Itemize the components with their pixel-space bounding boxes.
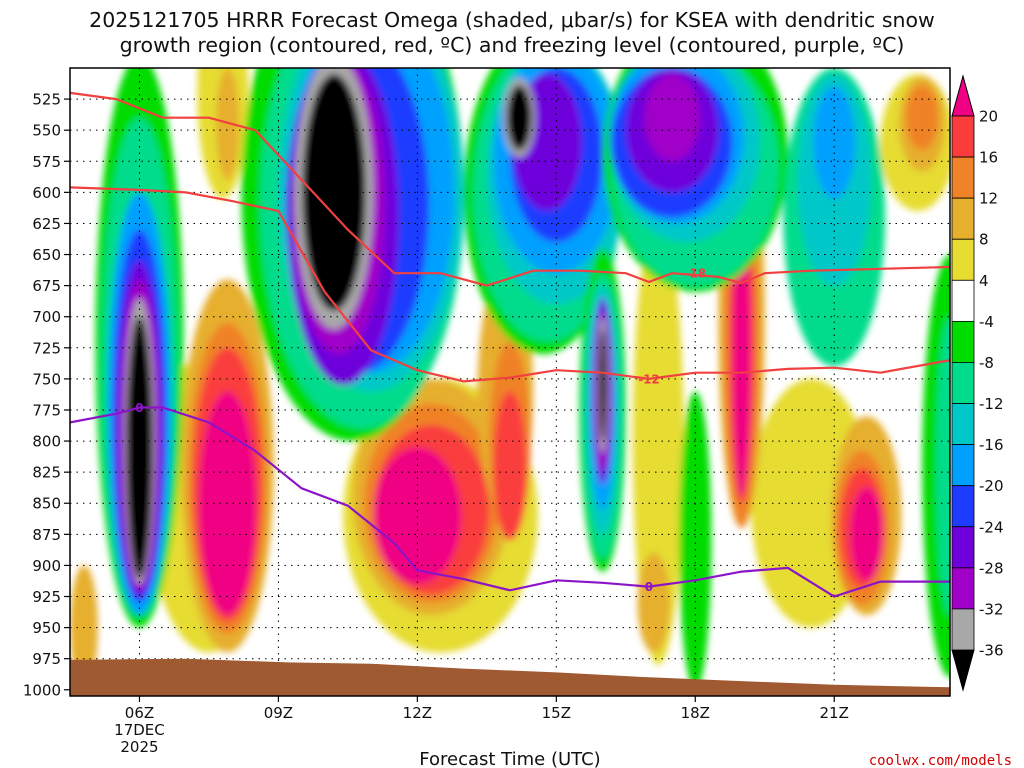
y-tick-label: 750 [32, 370, 61, 388]
pressure-axis: 525 550 575 600 625 650 675 700 725 750 775 800 825 8… [23, 91, 70, 699]
colorbar-label: -36 [979, 642, 1004, 660]
y-tick-label: 675 [32, 277, 61, 295]
freezing-level-line [70, 406, 950, 598]
omega-shade-cell [302, 74, 366, 311]
y-tick-label: 550 [32, 122, 61, 140]
x-tick-label: 06Z [125, 704, 154, 722]
colorbar-cell [951, 608, 975, 651]
y-tick-label: 925 [32, 588, 61, 606]
omega-shade-cell [637, 553, 670, 653]
freezing-level-label-right: 0 [645, 580, 653, 594]
colorbar-cell [951, 567, 975, 610]
colorbar-label: -16 [979, 436, 1004, 454]
colorbar-cell [951, 320, 975, 363]
colorbar-label: -12 [979, 395, 1004, 413]
freezing-level-label-right-text: 0 [645, 580, 653, 594]
colorbar-label: 4 [979, 272, 989, 290]
omega-shade-cell [507, 85, 532, 150]
y-tick-label: 800 [32, 433, 61, 451]
x-tick-label: 18Z [681, 704, 710, 722]
x-tick-date: 17DEC [114, 721, 165, 739]
colorbar-cell [951, 362, 975, 404]
y-tick-label: 525 [32, 91, 61, 109]
omega-shade-cell [198, 391, 257, 616]
colorbar-cell [951, 526, 975, 569]
colorbar-cell [951, 197, 975, 240]
y-tick-label: 950 [32, 619, 61, 637]
contour-lines: -18 -12 0 0 [70, 91, 950, 598]
omega-shade-cell [849, 487, 884, 582]
colorbar-label: 8 [979, 231, 989, 249]
omega-shade-cell [373, 447, 462, 585]
y-tick-label: 600 [32, 184, 61, 202]
colorbar-label: -4 [979, 313, 994, 331]
colorbar-cell-bottom [951, 649, 975, 692]
title-line-1: 2025121705 HRRR Forecast Omega (shaded, … [89, 8, 935, 32]
colorbar-label: -28 [979, 559, 1004, 577]
dendritic-contour-label-upper: -18 [684, 267, 706, 281]
colorbar-cell [951, 444, 975, 487]
colorbar-cell [951, 403, 975, 446]
colorbar-label: -20 [979, 477, 1004, 495]
plot-frame [69, 67, 951, 697]
colorbar: 20 16 12 8 4 -4 -8 -12 -16 -20 -24 -28 -32 -36 [951, 74, 1004, 692]
colorbar-cell [951, 238, 975, 281]
x-tick-label: 15Z [542, 704, 571, 722]
dendritic-contour-line [70, 186, 950, 383]
colorbar-label: -32 [979, 600, 1004, 618]
omega-shade-cell [906, 85, 939, 150]
omega-shade-cell [813, 86, 855, 199]
terrain-fill [70, 658, 950, 696]
colorbar-cell [951, 485, 975, 528]
chart-title: 2025121705 HRRR Forecast Omega (shaded, … [0, 8, 1024, 58]
plot-area: -18 -12 0 0 [70, 68, 950, 696]
dendritic-contour-line [70, 91, 950, 287]
dendritic-contour-label-lower-text: -12 [638, 372, 660, 386]
colorbar-cell-top [951, 74, 975, 117]
freezing-level-label-left-text: 0 [135, 401, 143, 415]
omega-shade-cell [126, 316, 153, 578]
y-tick-label: 825 [32, 464, 61, 482]
omega-shade-cell [215, 68, 240, 180]
x-axis-label: Forecast Time (UTC) [419, 749, 600, 768]
y-tick-label: 625 [32, 215, 61, 233]
freezing-level-label-left: 0 [135, 401, 143, 415]
colorbar-label: 12 [979, 190, 998, 208]
y-tick-label: 775 [32, 401, 61, 419]
colorbar-label: 16 [979, 149, 998, 167]
y-tick-label: 650 [32, 246, 61, 264]
omega-shade-cell [632, 217, 684, 665]
colorbar-label: -8 [979, 354, 994, 372]
y-tick-label: 850 [32, 495, 61, 513]
x-tick-label: 21Z [820, 704, 849, 722]
y-tick-label: 725 [32, 339, 61, 357]
title-line-2: growth region (contoured, red, ºC) and f… [119, 33, 905, 57]
colorbar-cell [951, 156, 975, 199]
colorbar-label: 20 [979, 108, 998, 126]
y-tick-label: 1000 [23, 681, 61, 699]
dendritic-contour-label-lower: -12 [638, 372, 660, 386]
y-tick-label: 875 [32, 526, 61, 544]
omega-shade-cell [679, 391, 712, 690]
omega-shade-cell [598, 329, 607, 442]
y-tick-label: 975 [32, 650, 61, 668]
credit-text: coolwx.com/models [869, 753, 1012, 768]
y-tick-label: 575 [32, 153, 61, 171]
omega-shade-cell [644, 74, 700, 162]
y-tick-label: 700 [32, 308, 61, 326]
x-tick-label: 12Z [403, 704, 432, 722]
colorbar-label: -24 [979, 518, 1004, 536]
x-tick-label: 09Z [264, 704, 293, 722]
omega-shade-cell [936, 316, 950, 616]
gridlines [70, 68, 950, 696]
omega-shade-cell [493, 391, 527, 541]
colorbar-cell [951, 279, 975, 322]
x-tick-year: 2025 [120, 738, 158, 756]
dendritic-contour-label-upper-text: -18 [684, 267, 706, 281]
y-tick-label: 900 [32, 557, 61, 575]
colorbar-cell [951, 115, 975, 158]
